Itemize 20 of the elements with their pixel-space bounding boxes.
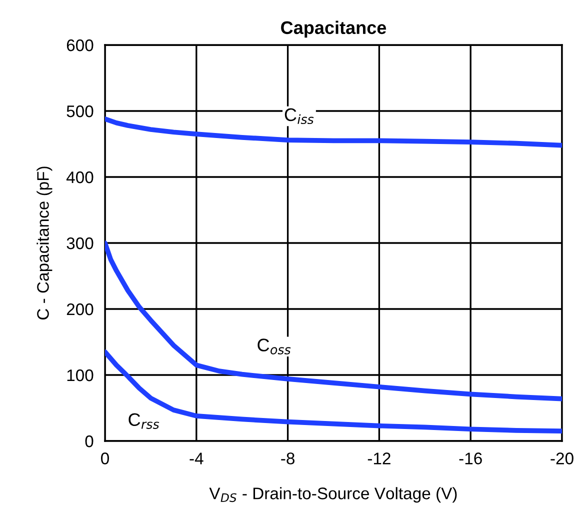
x-tick-label: -16	[459, 452, 482, 464]
line-series	[105, 240, 562, 402]
x-tick-label: -20	[550, 452, 574, 464]
x-axis-title: V$_{DS}$ - Drain-to-Source Voltage (V)	[209, 487, 457, 503]
x-tick-label: -12	[368, 452, 390, 464]
x-tick-label: -8	[281, 452, 294, 464]
y-tick-label: 400	[66, 171, 94, 184]
annotation: C$_{oss}$	[258, 338, 291, 354]
y-tick-label: 100	[67, 369, 94, 382]
y-axis-title: C - Capacitance (pF)	[36, 166, 52, 320]
x-tick-label: -4	[190, 452, 204, 464]
y-tick-label: 200	[66, 303, 94, 316]
y-tick-label: 500	[66, 105, 94, 118]
chart-title: Capacitance	[281, 20, 386, 38]
y-tick-label: 300	[66, 237, 94, 250]
annotation: C$_{iss}$	[284, 108, 314, 124]
x-tick-label: 0	[101, 452, 109, 464]
annotation: C$_{rss}$	[128, 413, 160, 429]
y-tick-label: 600	[66, 39, 94, 52]
y-tick-label: 0	[85, 435, 94, 448]
